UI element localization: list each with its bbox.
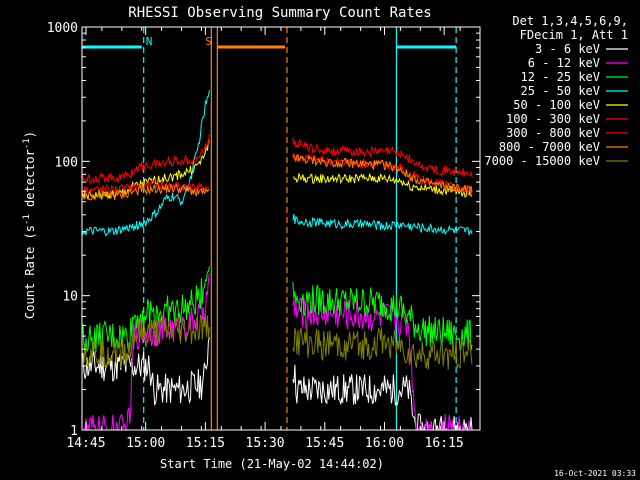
state-bar-label: N xyxy=(146,35,153,48)
footer-timestamp: 16-Oct-2021 03:33 xyxy=(554,469,636,478)
state-bar-label: S xyxy=(205,35,212,48)
y-axis-label-part2: detector xyxy=(23,149,37,214)
y-axis-label-sup2: -1 xyxy=(22,138,32,149)
legend-entry-label: 3 - 6 keV xyxy=(535,42,600,56)
series-line xyxy=(292,137,473,178)
series-line xyxy=(292,153,473,193)
x-tick-label: 15:00 xyxy=(126,436,165,451)
x-tick-label: 14:45 xyxy=(66,436,105,451)
y-tick-label: 1 xyxy=(70,424,78,439)
series-line xyxy=(292,172,473,199)
x-tick-label: 16:00 xyxy=(365,436,404,451)
chart-title: RHESSI Observing Summary Count Rates xyxy=(128,5,431,21)
y-axis-label-sup1: -1 xyxy=(22,214,32,225)
series-line xyxy=(292,327,473,370)
series-line xyxy=(81,266,210,354)
legend-entry-label: 800 - 7000 keV xyxy=(499,140,600,154)
legend-header-line1: Det 1,3,4,5,6,9, xyxy=(512,14,628,28)
legend-entry-label: 6 - 12 keV xyxy=(528,56,600,70)
legend-entry-label: 7000 - 15000 keV xyxy=(484,154,600,168)
y-axis-label-part1: Count Rate (s xyxy=(23,225,37,319)
series-line xyxy=(81,314,210,369)
series-line xyxy=(81,337,210,406)
x-axis-label: Start Time (21-May-02 14:44:02) xyxy=(160,457,384,471)
series-line xyxy=(81,183,210,201)
series-line xyxy=(292,297,472,432)
legend-entry-label: 100 - 300 keV xyxy=(506,112,600,126)
series-line xyxy=(292,213,473,236)
x-tick-label: 15:30 xyxy=(246,436,285,451)
legend-entry-label: 25 - 50 keV xyxy=(521,84,600,98)
y-tick-label: 10 xyxy=(62,290,78,305)
legend-entry-label: 50 - 100 keV xyxy=(513,98,600,112)
legend-entry-label: 300 - 800 keV xyxy=(506,126,600,140)
legend: Det 1,3,4,5,6,9, FDecim 1, Att 1 3 - 6 k… xyxy=(484,14,628,168)
legend-header-line2: FDecim 1, Att 1 xyxy=(520,28,628,42)
y-tick-label: 100 xyxy=(55,155,78,170)
x-tick-label: 15:15 xyxy=(186,436,225,451)
y-axis-label: Count Rate (s-1 detector-1) xyxy=(22,131,37,319)
series-line xyxy=(292,281,473,351)
x-tick-label: 15:45 xyxy=(305,436,344,451)
x-tick-label: 16:15 xyxy=(425,436,464,451)
series-line xyxy=(81,133,210,184)
y-axis-label-part3: ) xyxy=(23,131,37,138)
legend-entry-label: 12 - 25 keV xyxy=(521,70,600,84)
y-tick-label: 1000 xyxy=(47,21,78,36)
